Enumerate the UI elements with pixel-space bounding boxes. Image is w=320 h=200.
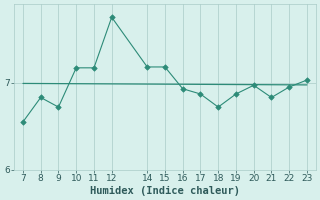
X-axis label: Humidex (Indice chaleur): Humidex (Indice chaleur) — [90, 186, 240, 196]
